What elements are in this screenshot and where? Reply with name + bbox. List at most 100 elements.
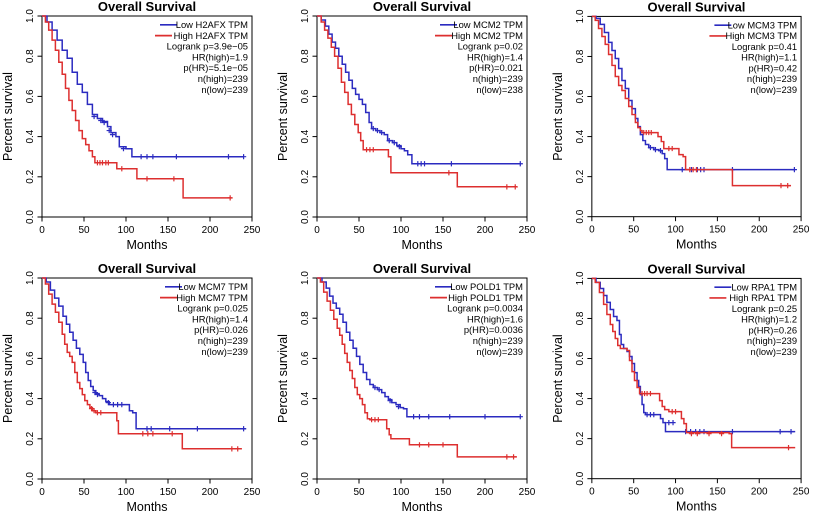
stat-line: n(high)=239 — [198, 73, 248, 84]
y-tick-label: 0.4 — [575, 129, 586, 143]
stat-line: n(low)=238 — [476, 84, 523, 95]
stat-line: Logrank p=0.02 — [458, 41, 523, 52]
x-tick-label: 150 — [435, 225, 452, 236]
censor-mark — [517, 161, 523, 167]
x-axis-label: Months — [127, 238, 168, 252]
stat-line: Logrank p=3.9e−05 — [167, 41, 248, 52]
censor-mark — [379, 129, 385, 136]
legend-label-high: High POLD1 TPM — [448, 292, 523, 303]
km-plot-h2afx: Overall Survival 0 50 100 150 200 250 0.0 0.2 0.4… — [0, 0, 275, 262]
km-curve-high-pold1 — [317, 277, 517, 458]
y-tick-label: 1.0 — [575, 271, 586, 285]
x-tick-label: 100 — [667, 225, 684, 236]
x-axis-label: Months — [402, 238, 443, 252]
y-tick-label: 1.0 — [25, 271, 36, 285]
censor-mark — [138, 154, 144, 160]
x-tick-label: 150 — [709, 225, 726, 236]
x-tick-label: 250 — [793, 225, 810, 236]
censor-mark — [718, 431, 725, 437]
censor-mark — [416, 414, 423, 420]
x-axis-label: Months — [127, 500, 168, 514]
km-plot-mcm2: Overall Survival 0 50 100 150 200 250 0.0 0.2 0.4… — [275, 0, 550, 262]
x-tick-label: 200 — [751, 487, 768, 498]
stat-line: p(HR)=5.1e−05 — [183, 62, 248, 73]
y-tick-label: 1.0 — [25, 9, 36, 23]
censor-mark — [106, 127, 112, 134]
censor-mark — [91, 113, 97, 120]
plot-frame — [41, 277, 253, 480]
stat-line: n(low)=239 — [751, 85, 798, 95]
stat-line: n(low)=239 — [476, 346, 523, 357]
y-axis-label: Percent survival — [1, 72, 15, 161]
censor-mark — [98, 117, 104, 124]
stat-line: p(HR)=0.026 — [194, 324, 248, 335]
censor-mark — [729, 429, 736, 435]
x-tick-label: 250 — [793, 487, 810, 498]
plot-title: Overall Survival — [98, 0, 196, 14]
legend-label-high: High RPA1 TPM — [729, 293, 797, 303]
censor-mark — [227, 195, 233, 201]
stat-line: Logrank p=0.0034 — [447, 303, 523, 314]
censor-mark — [448, 161, 454, 167]
y-tick-label: 0.6 — [575, 89, 586, 103]
stat-line: HR(high)=1.4 — [467, 51, 523, 62]
censor-mark — [785, 183, 791, 189]
censor-mark — [517, 414, 523, 420]
censor-mark — [370, 125, 376, 132]
y-axis-label: Percent survival — [551, 334, 565, 422]
censor-mark — [647, 145, 654, 151]
censor-mark — [482, 414, 488, 420]
y-tick-label: 0.6 — [25, 351, 36, 365]
censor-mark — [241, 154, 247, 160]
censor-mark — [119, 166, 125, 172]
censor-mark — [651, 412, 657, 418]
y-tick-label: 0.0 — [300, 472, 311, 486]
x-tick-label: 100 — [118, 487, 135, 498]
x-tick-label: 0 — [39, 487, 45, 498]
y-tick-label: 0.2 — [575, 169, 586, 183]
stat-line: n(high)=239 — [473, 335, 523, 346]
stat-line: p(HR)=0.42 — [748, 63, 797, 73]
censor-mark — [669, 146, 675, 152]
censor-mark — [372, 384, 378, 391]
x-tick-label: 250 — [244, 225, 261, 236]
y-axis-label: Percent survival — [1, 334, 15, 423]
km-curve-high-mcm7 — [42, 277, 242, 450]
plot-title: Overall Survival — [648, 262, 746, 276]
stat-line: HR(high)=1.6 — [467, 313, 523, 324]
censor-mark — [229, 446, 235, 452]
y-tick-label: 0.2 — [575, 431, 586, 445]
x-axis-label: Months — [676, 238, 717, 252]
stat-line: p(HR)=0.26 — [748, 325, 797, 335]
censor-mark — [101, 119, 107, 126]
stat-line: n(high)=239 — [747, 74, 797, 84]
stat-line: HR(high)=1.1 — [741, 53, 797, 63]
x-tick-label: 0 — [589, 487, 595, 498]
stat-line: n(high)=239 — [473, 73, 523, 84]
plot-title: Overall Survival — [373, 262, 471, 276]
censor-mark — [791, 167, 797, 173]
legend-label-low: Low RPA1 TPM — [731, 282, 797, 292]
km-chart-rpa1: Overall Survival 0 50 100 150 200 250 0.0 0.2 0.4… — [551, 262, 810, 514]
y-tick-label: 0.6 — [25, 89, 36, 103]
censor-mark — [652, 147, 659, 153]
y-tick-label: 0.8 — [575, 49, 586, 63]
y-tick-label: 0.0 — [300, 210, 311, 224]
censor-mark — [693, 167, 700, 173]
y-tick-label: 0.8 — [575, 311, 586, 325]
y-tick-label: 0.4 — [25, 129, 36, 143]
stat-line: Logrank p=0.025 — [177, 303, 248, 314]
km-chart-mcm2: Overall Survival 0 50 100 150 200 250 0.0 0.2 0.4… — [276, 0, 536, 252]
censor-mark — [440, 442, 446, 448]
km-curve-high-mcm3 — [591, 15, 792, 187]
y-tick-label: 0.4 — [575, 391, 586, 405]
km-chart-mcm3: Overall Survival 0 50 100 150 200 250 0.0 0.2 0.4… — [551, 0, 810, 252]
censor-mark — [109, 131, 116, 138]
stat-line: n(low)=239 — [201, 346, 248, 357]
km-curve-high-h2afx — [42, 15, 232, 199]
censor-mark — [169, 431, 175, 437]
censor-mark — [510, 454, 517, 460]
km-curve-low-mcm2 — [317, 15, 522, 165]
censor-mark — [105, 400, 111, 406]
